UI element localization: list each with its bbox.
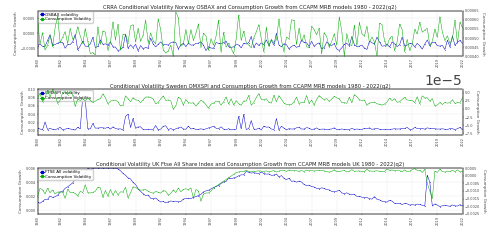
- Y-axis label: Consumption Growth: Consumption Growth: [14, 12, 18, 55]
- Title: CRRA Conditional Volatility Norway OSBAX and Consumption Growth from CCAPM MRB m: CRRA Conditional Volatility Norway OSBAX…: [103, 5, 397, 10]
- Y-axis label: Consumption Growth: Consumption Growth: [475, 90, 479, 134]
- Y-axis label: Consumption Growth: Consumption Growth: [19, 169, 23, 213]
- Legend: FTSE All volatility, Consumption Volatility: FTSE All volatility, Consumption Volatil…: [38, 169, 92, 180]
- Y-axis label: Consumption Growth: Consumption Growth: [22, 90, 26, 134]
- Legend: OMXSPI volatility, Consumption Volatility: OMXSPI volatility, Consumption Volatilit…: [38, 90, 92, 101]
- Legend: OSBAX volatility, Consumption Volatility: OSBAX volatility, Consumption Volatility: [38, 12, 92, 23]
- Title: Conditional Volatility UK Ftse All Share Index and Consumption Growth from CCAPM: Conditional Volatility UK Ftse All Share…: [96, 162, 404, 167]
- Title: Conditional Volatility Sweden OMXSPI and Consumption Growth from CCAPM MRB model: Conditional Volatility Sweden OMXSPI and…: [110, 84, 390, 89]
- Y-axis label: Consumption Growth: Consumption Growth: [482, 169, 486, 213]
- Y-axis label: Consumption Growth: Consumption Growth: [482, 12, 486, 55]
